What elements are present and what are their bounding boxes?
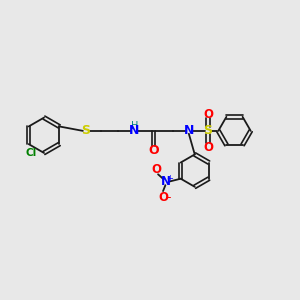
Text: H: H — [131, 121, 138, 130]
Text: O: O — [203, 141, 213, 154]
Text: O: O — [158, 191, 168, 204]
Text: N: N — [129, 124, 140, 137]
Text: S: S — [81, 124, 90, 137]
Text: Cl: Cl — [26, 148, 37, 158]
Text: -: - — [167, 191, 171, 204]
Text: O: O — [152, 163, 162, 176]
Text: N: N — [184, 124, 194, 137]
Text: N: N — [161, 175, 171, 188]
Text: S: S — [203, 124, 212, 137]
Text: +: + — [166, 174, 173, 183]
Text: O: O — [148, 143, 159, 157]
Text: O: O — [203, 108, 213, 121]
